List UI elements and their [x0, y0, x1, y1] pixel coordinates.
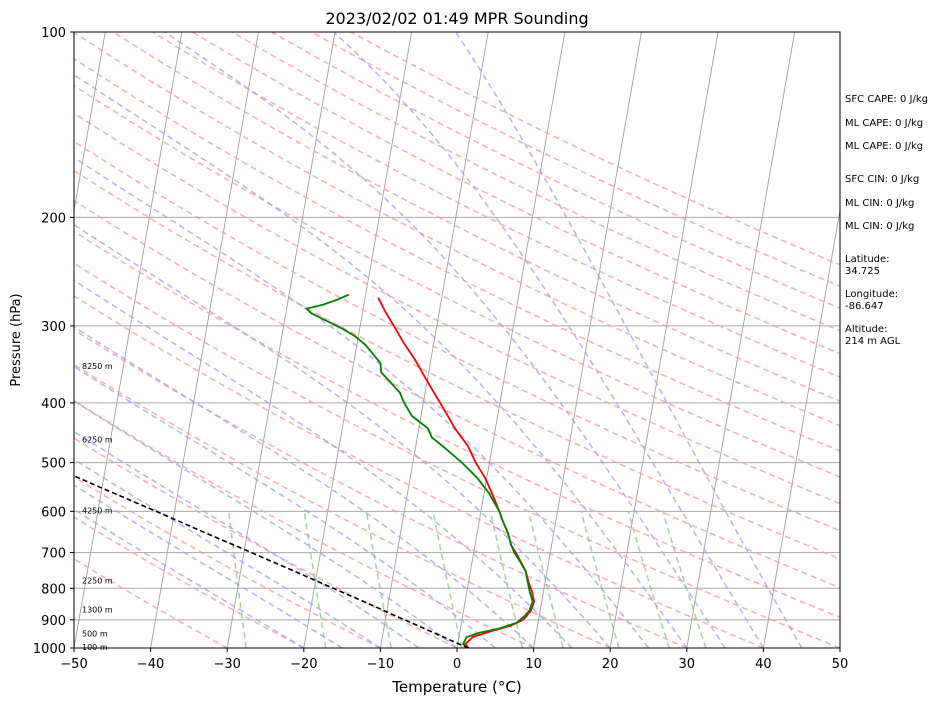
y-tick-label: 900 [41, 614, 66, 629]
moist-adiabat [74, 224, 611, 648]
isotherm-line [303, 32, 413, 648]
mixing-ratio-line [661, 511, 707, 648]
latitude-value: 34.725 [845, 266, 880, 277]
isotherm-line [686, 32, 796, 648]
isotherm-line [609, 32, 719, 648]
x-axis-label: Temperature (°C) [391, 678, 521, 696]
x-tick-label: −40 [137, 657, 164, 672]
height-label: 4250 m [82, 506, 113, 515]
moist-adiabat [74, 458, 381, 648]
x-tick-label: 40 [755, 657, 772, 672]
mixing-ratio-line [580, 511, 620, 648]
y-tick-label: 400 [41, 397, 66, 412]
ml-cin-text-2: ML CIN: 0 J/kg [845, 221, 915, 232]
y-axis-label: Pressure (hPa) [9, 293, 24, 386]
data-lines [74, 293, 536, 648]
x-tick-label: 30 [679, 657, 696, 672]
isotherm-line [150, 32, 259, 648]
mixing-ratio-line [227, 511, 247, 648]
x-tick-label: 10 [525, 657, 542, 672]
dry-adiabat [74, 295, 764, 648]
dry-adiabat [74, 476, 381, 648]
dry-adiabat [74, 230, 840, 619]
dry-adiabat [74, 328, 688, 648]
x-axis: −50 −40 −30 −20 −10 0 10 20 30 40 50 [60, 648, 848, 672]
longitude-value: -86.647 [845, 301, 884, 312]
y-tick-label: 100 [41, 26, 66, 41]
y-axis: 1000 900 800 700 600 500 400 300 200 100 [33, 26, 74, 657]
y-tick-label: 300 [41, 320, 66, 335]
isotherm-line [74, 32, 106, 214]
y-tick-label: 700 [41, 547, 66, 562]
x-tick-label: −50 [60, 657, 87, 672]
background-lines [74, 32, 840, 648]
mixing-ratio-line [432, 511, 463, 648]
dry-adiabat [74, 363, 611, 648]
moist-adiabat [74, 156, 650, 648]
moist-adiabat [74, 279, 573, 648]
moist-adiabat [74, 508, 305, 648]
latitude-label: Latitude: [845, 254, 890, 265]
height-label: 1300 m [82, 606, 113, 615]
chart-title: 2023/02/02 01:49 MPR Sounding [325, 9, 588, 28]
ml-cin-text: ML CIN: 0 J/kg [845, 198, 915, 209]
y-tick-label: 600 [41, 505, 66, 520]
moist-adiabat [333, 32, 765, 648]
mixing-ratio-line [365, 511, 393, 648]
height-label: 8250 m [82, 362, 113, 371]
x-tick-label: 20 [602, 657, 619, 672]
moist-adiabat [74, 326, 535, 648]
mixing-ratio-line [303, 511, 327, 648]
longitude-label: Longitude: [845, 289, 899, 300]
dry-adiabat [271, 32, 840, 310]
moist-adiabat [454, 32, 803, 648]
altitude-label: Altitude: [845, 324, 888, 335]
y-tick-label: 200 [41, 211, 66, 226]
y-tick-label: 800 [41, 582, 66, 597]
dewpoint-line [304, 293, 534, 648]
isotherm-line [456, 32, 566, 648]
x-tick-label: −10 [367, 657, 394, 672]
x-tick-label: 0 [453, 657, 461, 672]
dry-adiabat [74, 112, 840, 505]
isotherm-line [226, 32, 336, 648]
isotherm-line [533, 32, 642, 648]
mixing-ratio-line [527, 511, 564, 648]
dry-adiabat [74, 516, 305, 648]
dry-adiabat [74, 399, 534, 648]
dry-adiabat [74, 262, 840, 648]
isotherm-line [379, 32, 489, 648]
sfc-cin-text: SFC CIN: 0 J/kg [845, 174, 920, 185]
mixing-ratio-line [489, 511, 524, 648]
x-tick-label: −30 [213, 657, 240, 672]
moist-adiabat [164, 32, 726, 648]
moist-adiabat [74, 484, 343, 648]
dry-adiabat [74, 169, 840, 560]
altitude-value: 214 m AGL [845, 336, 901, 347]
y-tick-label: 1000 [33, 642, 66, 657]
dry-adiabat [74, 437, 458, 648]
height-label: 500 m [82, 629, 108, 638]
isotherm-line [74, 32, 183, 648]
isotherm-line [762, 207, 840, 648]
ml-cape-text: ML CAPE: 0 J/kg [845, 118, 924, 129]
mixing-ratio-line [627, 511, 670, 648]
height-label: 2250 m [82, 577, 113, 586]
dry-adiabat [74, 57, 840, 452]
moist-adiabat [74, 400, 458, 648]
dry-adiabat [191, 32, 840, 355]
y-tick-label: 500 [41, 457, 66, 472]
ml-cape-text-2: ML CAPE: 0 J/kg [845, 141, 924, 152]
dry-adiabat [74, 140, 840, 532]
x-tick-label: 50 [832, 657, 849, 672]
sfc-cape-text: SFC CAPE: 0 J/kg [845, 94, 928, 105]
height-label: 6250 m [82, 435, 113, 444]
x-tick-label: −20 [290, 657, 317, 672]
dry-adiabat [74, 32, 840, 427]
dry-adiabat [152, 32, 840, 378]
